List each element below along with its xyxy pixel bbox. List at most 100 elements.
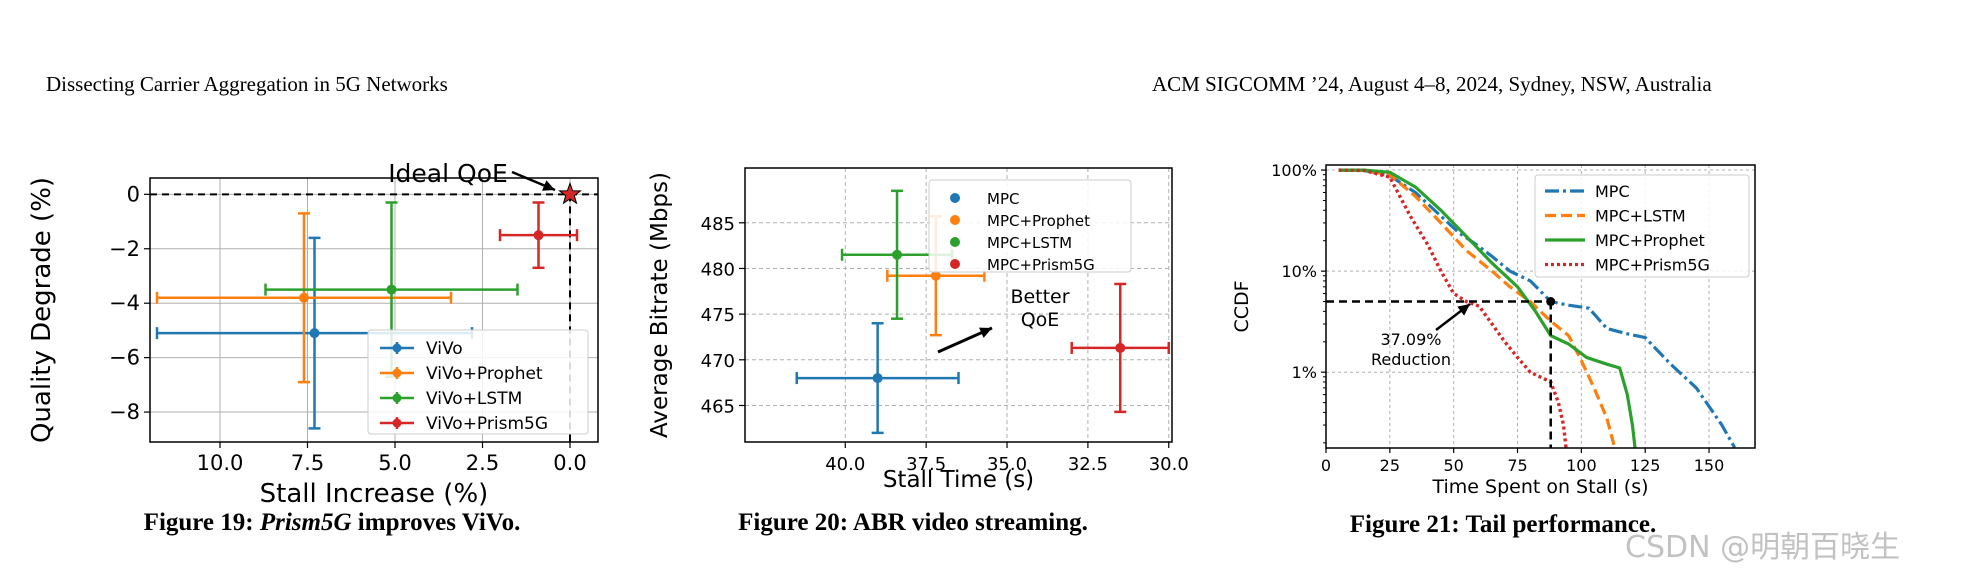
- x-tick-label: 30.0: [1149, 454, 1189, 475]
- chart-2: 40.0 37.5 35.0 32.5 30.0465470475480485MPCMP…: [647, 167, 1189, 493]
- x-tick-label: 10.0: [197, 451, 244, 475]
- figure-caption-20: Figure 20: ABR video streaming.: [738, 509, 1088, 536]
- legend-box: [1534, 174, 1750, 278]
- annotation-qoe: QoE: [1021, 309, 1060, 331]
- watermark: CSDN @明朝百晓生: [1625, 530, 1901, 565]
- series-line-3: [1338, 168, 1637, 448]
- y-axis-label: CCDF: [1231, 280, 1253, 332]
- legend-box: [928, 179, 1132, 273]
- x-tick-label: 2.5: [466, 451, 499, 475]
- series-line-2: [1338, 168, 1617, 448]
- legend-label: MPC: [987, 190, 1019, 208]
- y-axis-label: Quality Degrade (%): [27, 177, 57, 443]
- legend-swatch: [950, 215, 960, 225]
- annotation-percent: 37.09%: [1380, 330, 1441, 349]
- x-axis-label: Time Spent on Stall (s): [1431, 476, 1648, 498]
- legend-swatch: [950, 237, 960, 247]
- x-tick-label: 0: [1321, 456, 1331, 475]
- x-tick-label: 100: [1566, 456, 1597, 475]
- x-tick-label: 0.0: [553, 451, 586, 475]
- y-tick-label: 470: [701, 351, 735, 372]
- annotation-ideal-qoe: Ideal QoE: [388, 159, 508, 188]
- y-tick-label: 1%: [1292, 363, 1317, 382]
- y-tick-label: −6: [109, 346, 140, 370]
- x-tick-label: 5.0: [378, 451, 411, 475]
- legend-label: MPC+LSTM: [1595, 207, 1686, 226]
- series-4: [1070, 282, 1171, 414]
- legend-box: [367, 329, 589, 435]
- data-point: [892, 249, 903, 260]
- chart-3: 0 25 50 75 100 125 150 1% 10% 100% 37.09%Reduction…: [1231, 161, 1756, 498]
- legend: ViVo ViVo+Prophet ViVo+LSTM ViVo+Prism5G: [367, 329, 589, 435]
- data-point: [930, 270, 941, 281]
- legend-label: MPC+Prism5G: [987, 256, 1095, 274]
- legend-label: MPC+Prophet: [987, 212, 1090, 230]
- x-tick-label: 35.0: [987, 454, 1027, 475]
- y-tick-label: 100%: [1271, 161, 1317, 180]
- y-tick-label: 465: [701, 396, 735, 417]
- y-tick-label: 475: [701, 305, 735, 326]
- annotation-arrow-head: [979, 327, 992, 338]
- series-line-4: [1338, 168, 1568, 448]
- running-header-right: ACM SIGCOMM ’24, August 4–8, 2024, Sydne…: [1152, 72, 1712, 96]
- legend-label: ViVo+Prism5G: [426, 414, 548, 434]
- legend-label: MPC+Prophet: [1595, 231, 1705, 250]
- annotation-better: Better: [1010, 286, 1069, 308]
- x-tick-label: 7.5: [291, 451, 324, 475]
- annotation-reduction: Reduction: [1371, 350, 1451, 369]
- data-point: [299, 292, 309, 303]
- x-axis-label: Stall Time (s): [883, 467, 1034, 493]
- legend: MPC MPC+Prophet MPC+LSTM MPC+Prism5G: [928, 179, 1132, 274]
- plot-frame: [149, 177, 599, 443]
- y-tick-label: −4: [109, 291, 140, 315]
- figure-caption-19: Figure 19: Prism5G improves ViVo.: [144, 509, 521, 536]
- legend-label: ViVo: [426, 339, 463, 359]
- marker-point: [1546, 297, 1556, 307]
- data-point: [309, 328, 320, 339]
- legend-label: ViVo+LSTM: [426, 389, 522, 409]
- y-tick-label: 480: [701, 259, 735, 280]
- y-tick-label: −8: [109, 400, 140, 424]
- legend-swatch: [950, 193, 960, 203]
- data-point: [1115, 342, 1126, 353]
- annotation-arrow-head: [1457, 304, 1470, 316]
- legend-swatch: [950, 259, 960, 269]
- legend-label: MPC: [1595, 182, 1630, 201]
- ideal-star: [558, 181, 582, 205]
- annotation-arrow-head: [542, 180, 555, 191]
- y-tick-label: 485: [701, 214, 735, 235]
- caption-emphasis: Prism5G: [259, 509, 352, 536]
- legend-label: ViVo+Prophet: [426, 364, 543, 384]
- x-tick-label: 125: [1630, 456, 1661, 475]
- series-4: [498, 201, 579, 270]
- series-1: [795, 322, 960, 435]
- x-tick-label: 37.5: [906, 454, 946, 475]
- x-tick-label: 32.5: [1068, 454, 1108, 475]
- x-tick-label: 150: [1694, 456, 1725, 475]
- caption-prefix: Figure 19:: [144, 509, 260, 536]
- figure-caption-21: Figure 21: Tail performance.: [1350, 511, 1656, 538]
- y-axis-label: Average Bitrate (Mbps): [647, 172, 673, 438]
- data-point: [533, 230, 544, 241]
- running-header-left: Dissecting Carrier Aggregation in 5G Net…: [46, 72, 448, 96]
- legend-label: MPC+Prism5G: [1595, 256, 1710, 275]
- legend-swatch: [392, 343, 402, 353]
- legend-swatch: [392, 418, 402, 428]
- x-axis-label: Stall Increase (%): [260, 479, 489, 509]
- plot-frame: [1325, 164, 1756, 449]
- y-tick-label: 0: [127, 182, 140, 206]
- legend: MPC MPC+LSTM MPC+Prophet MPC+Prism5G: [1534, 174, 1750, 278]
- legend-swatch: [392, 368, 402, 378]
- plot-frame: [744, 167, 1173, 443]
- y-tick-label: −2: [109, 237, 140, 261]
- data-point: [386, 284, 397, 295]
- data-point: [872, 373, 883, 384]
- legend-label: MPC+LSTM: [987, 234, 1072, 252]
- legend-swatch: [392, 393, 402, 403]
- x-tick-label: 50: [1443, 456, 1463, 475]
- x-tick-label: 40.0: [825, 454, 865, 475]
- caption-suffix: improves ViVo.: [352, 509, 521, 536]
- x-tick-label: 75: [1507, 456, 1527, 475]
- series-line-1: [1338, 168, 1736, 449]
